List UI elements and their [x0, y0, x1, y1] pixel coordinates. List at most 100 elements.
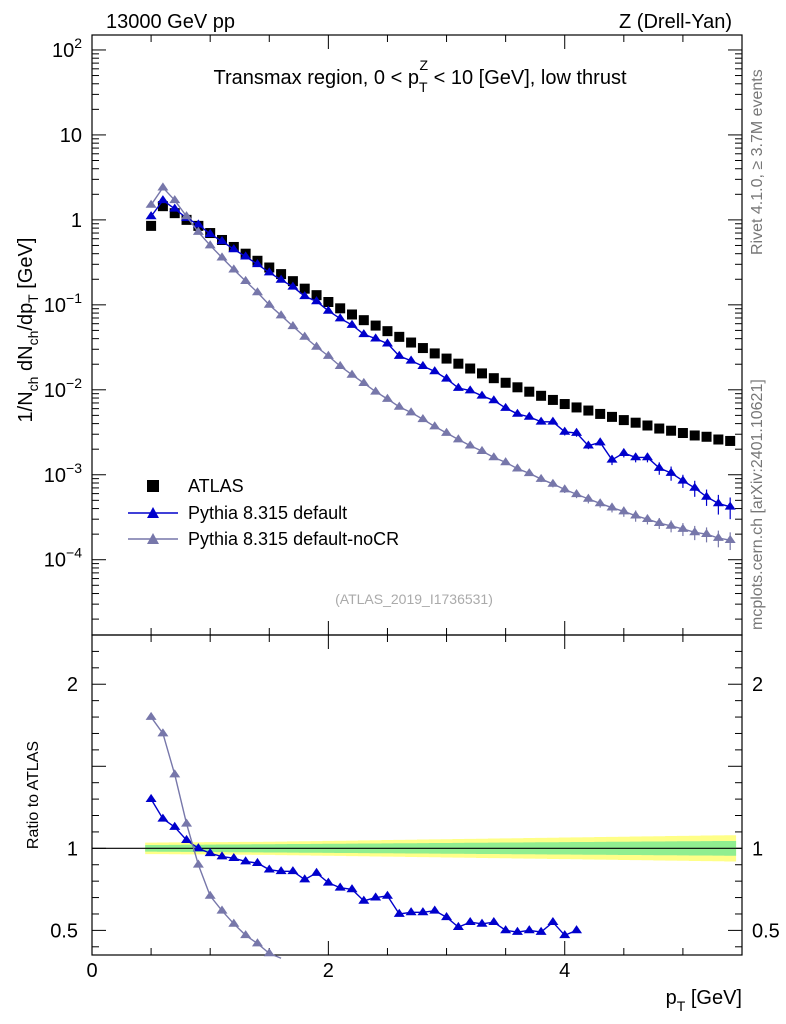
ratio-point-pythia-8-315-default-nocr	[228, 918, 240, 927]
data-point-atlas	[559, 399, 570, 410]
ratio-point-pythia-8-315-default	[311, 867, 323, 876]
data-point-atlas	[677, 428, 688, 439]
data-point-pythia-8-315-default-nocr	[618, 506, 630, 515]
y-tick-label: 1	[71, 210, 82, 232]
y-axis-label: 1/Nch dNch/dpT [GeV]	[15, 238, 41, 423]
ratio-y-axis-label: Ratio to ATLAS	[25, 741, 42, 849]
ratio-point-pythia-8-315-default	[559, 930, 571, 939]
x-tick-label: 0	[86, 960, 97, 982]
data-point-pythia-8-315-default	[476, 390, 488, 399]
x-tick-label: 2	[323, 960, 334, 982]
x-tick-label: 4	[559, 960, 570, 982]
analysis-watermark: (ATLAS_2019_I1736531)	[335, 591, 493, 607]
y-tick-label: 10−4	[44, 545, 82, 572]
data-point-pythia-8-315-default	[653, 462, 665, 471]
legend-label-nocr: Pythia 8.315 default-noCR	[188, 529, 399, 549]
data-point-atlas	[453, 358, 464, 369]
data-point-pythia-8-315-default	[240, 251, 252, 260]
data-point-atlas	[429, 348, 440, 359]
data-point-atlas	[618, 415, 629, 426]
ratio-point-pythia-8-315-default	[204, 848, 216, 857]
ratio-point-pythia-8-315-default	[157, 813, 169, 822]
data-point-pythia-8-315-default	[393, 350, 405, 359]
data-point-atlas	[465, 363, 476, 374]
legend-marker-atlas	[147, 480, 159, 492]
data-point-pythia-8-315-default	[559, 426, 571, 435]
ratio-point-pythia-8-315-default	[476, 918, 488, 927]
data-point-atlas	[654, 423, 665, 434]
header-left: 13000 GeV pp	[106, 11, 235, 33]
data-point-pythia-8-315-default-nocr	[594, 498, 606, 507]
data-point-pythia-8-315-default-nocr	[641, 513, 653, 523]
ratio-point-pythia-8-315-default-nocr	[157, 728, 169, 737]
data-point-atlas	[689, 430, 700, 441]
data-point-pythia-8-315-default-nocr	[653, 517, 665, 526]
data-point-atlas	[417, 343, 428, 354]
y-tick-label: 102	[52, 35, 82, 62]
data-point-pythia-8-315-default	[311, 296, 323, 305]
x-axis-label: pT [GeV]	[666, 987, 742, 1014]
data-point-pythia-8-315-default-nocr	[677, 523, 689, 532]
data-point-pythia-8-315-default-nocr	[346, 369, 358, 378]
main-plot-data	[145, 182, 736, 551]
chart-title: Transmax region, 0 < pTZ < 10 [GeV], low…	[213, 57, 626, 95]
axis-ticks: 0 2 4 102 10 1 10−1 10−2 10−3 10−4 0.5 0.5 1 1 2 2	[44, 35, 780, 982]
ratio-point-pythia-8-315-default-nocr	[192, 859, 204, 868]
data-point-atlas	[157, 201, 168, 212]
ratio-tick-label: 1	[67, 838, 78, 860]
ratio-point-pythia-8-315-default	[145, 793, 157, 802]
data-point-atlas	[146, 220, 157, 231]
data-point-pythia-8-315-default-nocr	[630, 510, 642, 519]
data-point-pythia-8-315-default	[582, 440, 594, 449]
data-point-pythia-8-315-default	[535, 416, 547, 425]
data-point-pythia-8-315-default-nocr	[476, 445, 488, 454]
data-point-atlas	[500, 377, 511, 388]
mcplots-label: mcplots.cern.ch [arXiv:2401.10621]	[749, 379, 766, 630]
data-point-atlas	[583, 405, 594, 416]
ratio-point-pythia-8-315-default-nocr	[263, 948, 275, 957]
data-point-pythia-8-315-default	[511, 408, 523, 417]
data-point-atlas	[488, 373, 499, 384]
data-point-pythia-8-315-default-nocr	[488, 452, 500, 461]
ratio-point-pythia-8-315-default	[299, 874, 311, 883]
data-point-pythia-8-315-default	[251, 259, 263, 268]
data-point-pythia-8-315-default	[523, 411, 535, 420]
ratio-point-pythia-8-315-default	[500, 925, 512, 934]
data-point-pythia-8-315-default	[299, 291, 311, 300]
data-point-atlas	[394, 331, 405, 342]
data-point-atlas	[358, 315, 369, 326]
data-point-pythia-8-315-default	[441, 373, 453, 382]
data-point-pythia-8-315-default	[275, 274, 287, 283]
data-point-atlas	[607, 411, 617, 422]
data-point-pythia-8-315-default	[358, 329, 370, 338]
legend-label-atlas: ATLAS	[188, 476, 244, 496]
data-point-atlas	[477, 368, 487, 379]
data-point-pythia-8-315-default	[322, 305, 334, 314]
data-point-pythia-8-315-default-nocr	[145, 199, 157, 208]
data-point-pythia-8-315-default	[547, 416, 559, 425]
ratio-point-pythia-8-315-default	[441, 912, 453, 921]
data-point-pythia-8-315-default	[452, 382, 464, 391]
data-point-atlas	[299, 283, 310, 294]
data-point-pythia-8-315-default	[665, 467, 677, 476]
data-point-atlas	[382, 326, 393, 337]
ratio-tick-label: 0.5	[50, 920, 78, 942]
data-point-pythia-8-315-default-nocr	[606, 502, 618, 511]
ratio-tick-label-right: 0.5	[752, 920, 780, 942]
ratio-line-pythia-8-315-default-nocr	[150, 716, 282, 959]
data-point-pythia-8-315-default-nocr	[370, 386, 382, 395]
data-point-atlas	[701, 431, 712, 442]
data-point-pythia-8-315-default-nocr	[204, 240, 216, 249]
ratio-point-pythia-8-315-default-nocr	[240, 930, 252, 939]
data-point-pythia-8-315-default-nocr	[405, 407, 417, 416]
data-point-pythia-8-315-default-nocr	[523, 468, 535, 477]
data-point-pythia-8-315-default	[228, 244, 240, 253]
data-point-pythia-8-315-default	[689, 482, 701, 491]
ratio-point-pythia-8-315-default	[464, 916, 476, 926]
data-point-atlas	[287, 276, 298, 287]
ratio-point-pythia-8-315-default	[511, 926, 523, 935]
data-point-atlas	[595, 408, 606, 419]
ratio-point-pythia-8-315-default	[287, 866, 299, 875]
data-point-pythia-8-315-default-nocr	[417, 414, 429, 423]
data-point-atlas	[547, 394, 558, 405]
